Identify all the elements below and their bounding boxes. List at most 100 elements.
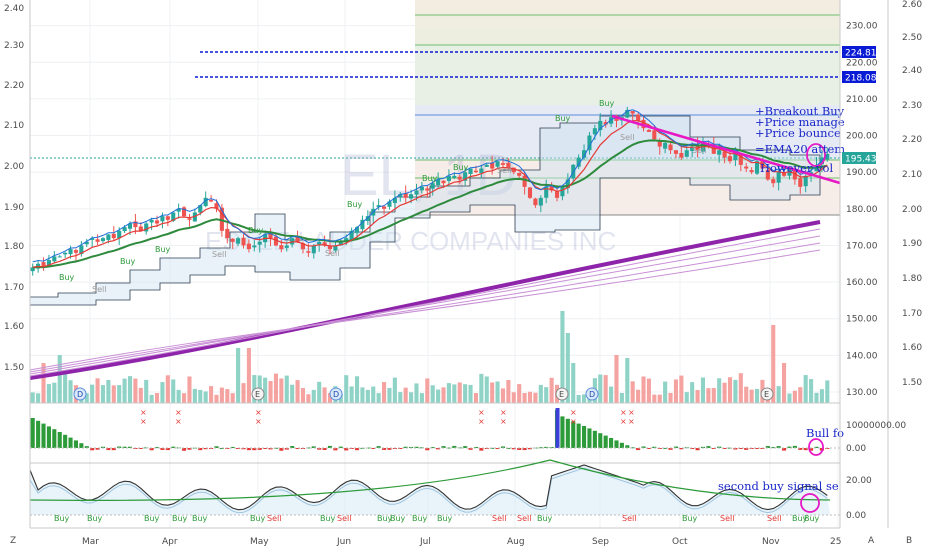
- ema-red-line: [32, 120, 828, 268]
- volume-bar: [41, 363, 46, 403]
- buy-signal-label: Buy: [155, 245, 171, 254]
- annotation-price-manage: +Price manage: [755, 115, 845, 129]
- money-flow-bar: [609, 438, 614, 448]
- candle-body: [452, 175, 457, 178]
- candle-body: [203, 197, 208, 207]
- candle-body: [803, 175, 808, 187]
- candle-body: [500, 163, 506, 165]
- candle-body: [398, 194, 403, 197]
- y-axis-right[interactable]: 230.00 220.00 210.00 200.00 190.00 180.00 170.…: [846, 22, 906, 521]
- volume-bar: [322, 387, 327, 403]
- volume-bar: [825, 380, 830, 403]
- money-flow-bar: [587, 428, 592, 448]
- mid-x-marker: ×: [628, 417, 635, 426]
- candle-body: [306, 251, 311, 253]
- money-flow-bar: [441, 446, 446, 448]
- mid-x-marker: ×: [620, 417, 627, 426]
- money-flow-bar: [576, 423, 581, 448]
- money-flow-bar: [387, 448, 392, 450]
- candle-body: [679, 153, 684, 158]
- event-marker: [251, 387, 265, 401]
- money-flow-bar: [182, 448, 187, 451]
- candle-body: [690, 146, 695, 151]
- ma-ribbon-line: [29, 242, 821, 373]
- candle-body: [419, 186, 424, 191]
- buy-signal-label: Buy: [144, 514, 160, 523]
- candle-body: [825, 153, 830, 160]
- money-flow-bar: [598, 433, 603, 448]
- candle-body: [133, 221, 138, 228]
- money-flow-bar: [425, 448, 430, 451]
- x-axis[interactable]: Mar Apr May Jun Jul Aug Sep Oct Nov 25: [82, 537, 841, 547]
- volume-bar: [500, 388, 506, 403]
- money-flow-bar: [198, 448, 203, 451]
- money-flow-bar: [782, 448, 787, 451]
- volume-bar: [133, 378, 138, 403]
- x-tick-label: Mar: [82, 537, 99, 547]
- y-axis-left[interactable]: 2.40 2.30 2.20 2.10 2.00 1.90 1.80 1.70 1.60 1.50: [4, 4, 24, 373]
- volume-bar: [225, 389, 230, 403]
- candle-body: [46, 260, 51, 267]
- volume-bar: [452, 384, 457, 403]
- candle-body: [176, 208, 181, 212]
- volume-bar: [657, 394, 662, 403]
- candle-body: [160, 216, 165, 222]
- y-axis-ratio[interactable]: 2.60 2.50 2.40 2.30 2.20 2.10 2.00 1.90 1.80 1.70…: [902, 0, 922, 388]
- money-flow-bar: [171, 446, 176, 448]
- money-flow-bar: [695, 448, 700, 451]
- volume-bar: [84, 393, 89, 403]
- money-flow-bar: [463, 446, 468, 448]
- trendline[interactable]: [611, 114, 841, 185]
- x-tick-label: 25: [830, 537, 841, 547]
- ratio-scale-button[interactable]: B: [906, 536, 912, 546]
- ma-ribbon-line: [29, 220, 821, 380]
- candle-body: [117, 230, 122, 239]
- money-flow-bar: [154, 447, 160, 449]
- candle-body: [668, 144, 673, 151]
- candle-body: [149, 219, 154, 223]
- money-flow-bar: [711, 448, 716, 449]
- watermark-company: ESTEE LAUDER COMPANIES INC: [205, 226, 616, 256]
- money-flow-bar: [100, 446, 106, 448]
- money-flow-bar: [495, 448, 500, 450]
- candle-body: [776, 172, 781, 183]
- mid-tick-label: 0.00: [846, 444, 866, 454]
- volume-bar: [511, 392, 516, 403]
- money-flow-bar: [263, 448, 268, 449]
- candle-body: [760, 161, 765, 169]
- candle-body: [354, 227, 360, 233]
- mid-x-marker: ×: [570, 408, 577, 417]
- money-flow-bar: [717, 446, 722, 448]
- ratio-tick-label: 1.80: [902, 274, 922, 284]
- money-flow-bar: [95, 448, 100, 450]
- x-tick-label: Jun: [336, 537, 351, 547]
- volume-bar: [279, 378, 284, 403]
- ma-ribbon: [29, 220, 821, 380]
- volume-bar: [533, 392, 538, 403]
- volume-bar: [436, 389, 441, 403]
- money-flow-bar: [571, 421, 576, 448]
- auto-scale-button[interactable]: A: [868, 536, 875, 546]
- buy-signal-label: Buy: [172, 514, 188, 523]
- left-tick-label: 2.00: [4, 162, 24, 172]
- candle-body: [722, 151, 727, 158]
- candle-body: [625, 109, 630, 118]
- annotation-price-bounce: +Price bounce: [755, 126, 841, 140]
- money-flow-bar: [382, 448, 387, 450]
- ratio-tick-label: 2.40: [902, 66, 922, 76]
- volume-bar: [809, 379, 814, 403]
- money-flow-bar: [538, 447, 543, 449]
- money-flow-bar: [630, 447, 635, 449]
- volume-bar: [30, 392, 35, 403]
- zoom-button[interactable]: Z: [10, 536, 16, 546]
- candle-body: [609, 117, 614, 124]
- mid-x-marker: ×: [500, 408, 507, 417]
- volume-bar: [814, 392, 819, 403]
- buy-signal-label: Buy: [422, 174, 438, 183]
- money-flow-bar: [603, 435, 608, 448]
- volume-bar: [403, 387, 408, 403]
- money-flow-bar: [187, 448, 192, 450]
- event-marker: [329, 387, 343, 401]
